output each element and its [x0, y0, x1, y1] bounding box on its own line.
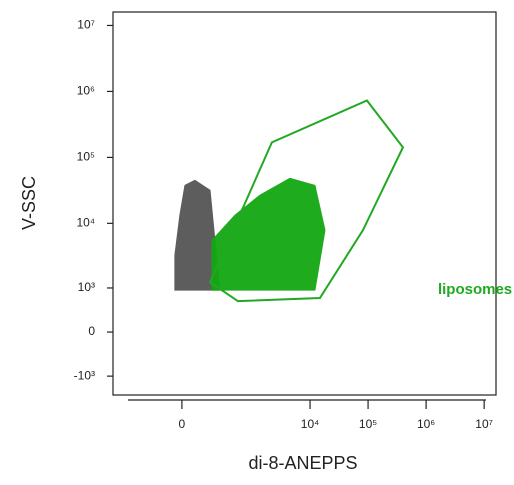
x-tick-label: 10⁴: [301, 417, 320, 431]
y-tick-label: 10⁷: [77, 18, 95, 32]
y-tick-label: -10³: [74, 368, 95, 382]
y-tick-label: 10⁵: [77, 150, 95, 164]
x-tick-label: 0: [179, 417, 186, 431]
x-axis-label: di-8-ANEPPS: [248, 453, 357, 473]
y-tick-label: 10⁴: [76, 216, 95, 230]
x-tick-label: 10⁵: [359, 417, 377, 431]
y-axis-label: V-SSC: [19, 176, 39, 230]
plot-frame: [112, 11, 497, 396]
y-tick-label: 0: [88, 324, 95, 338]
x-tick-label: 10⁷: [475, 417, 493, 431]
gate: [208, 99, 405, 303]
population-cloud: [211, 177, 326, 291]
gate-label: liposomes: [438, 281, 512, 298]
x-tick-label: 10⁶: [417, 417, 435, 431]
y-tick-label: 10³: [78, 280, 95, 294]
y-tick-label: 10⁶: [77, 84, 95, 98]
